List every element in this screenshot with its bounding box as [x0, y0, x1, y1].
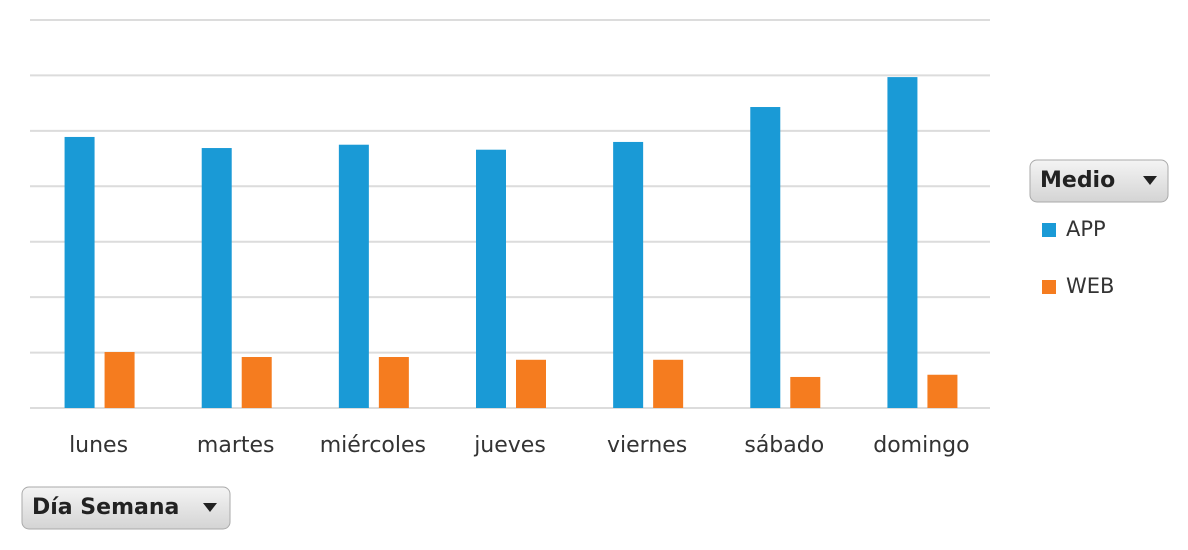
bar [338, 144, 369, 408]
bar [476, 149, 506, 408]
bar [653, 359, 684, 408]
legend-swatch [1042, 223, 1056, 237]
x-tick-label: jueves [473, 433, 546, 458]
legend-swatch [1042, 280, 1056, 294]
legend-label: APP [1066, 217, 1106, 241]
axis-field-title: Día Semana [32, 495, 179, 520]
bar [516, 359, 546, 408]
legend-label: WEB [1066, 274, 1114, 298]
legend-field-button[interactable]: Medio [1029, 159, 1169, 203]
axis-field-button[interactable]: Día Semana [21, 486, 231, 530]
bar [378, 357, 409, 408]
bar [201, 148, 232, 409]
bar [887, 77, 918, 408]
bar [64, 136, 95, 408]
bar [750, 107, 781, 408]
bar [790, 376, 821, 408]
bar [104, 352, 135, 408]
x-tick-label: miércoles [320, 433, 426, 458]
x-tick-label: viernes [607, 433, 687, 458]
bar [241, 357, 272, 408]
legend-title: Medio [1040, 168, 1115, 193]
bar [927, 374, 958, 408]
x-tick-label: sábado [744, 433, 824, 458]
bar [613, 141, 644, 408]
x-tick-label: martes [197, 433, 275, 458]
x-tick-label: lunes [69, 433, 128, 458]
x-tick-label: domingo [873, 433, 969, 458]
